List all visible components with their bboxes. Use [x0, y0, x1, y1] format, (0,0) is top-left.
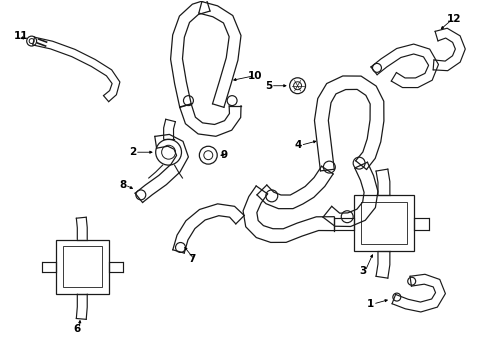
Text: 3: 3: [359, 266, 367, 276]
Text: 10: 10: [248, 71, 263, 81]
Text: 2: 2: [129, 147, 136, 157]
Text: 5: 5: [265, 81, 272, 91]
Text: 6: 6: [74, 324, 80, 334]
Text: 8: 8: [119, 180, 126, 190]
Text: 12: 12: [446, 14, 461, 24]
Text: 9: 9: [220, 150, 227, 160]
Text: 1: 1: [367, 299, 374, 309]
Text: 7: 7: [189, 255, 196, 264]
Text: 4: 4: [294, 140, 302, 150]
Text: 11: 11: [14, 31, 28, 41]
